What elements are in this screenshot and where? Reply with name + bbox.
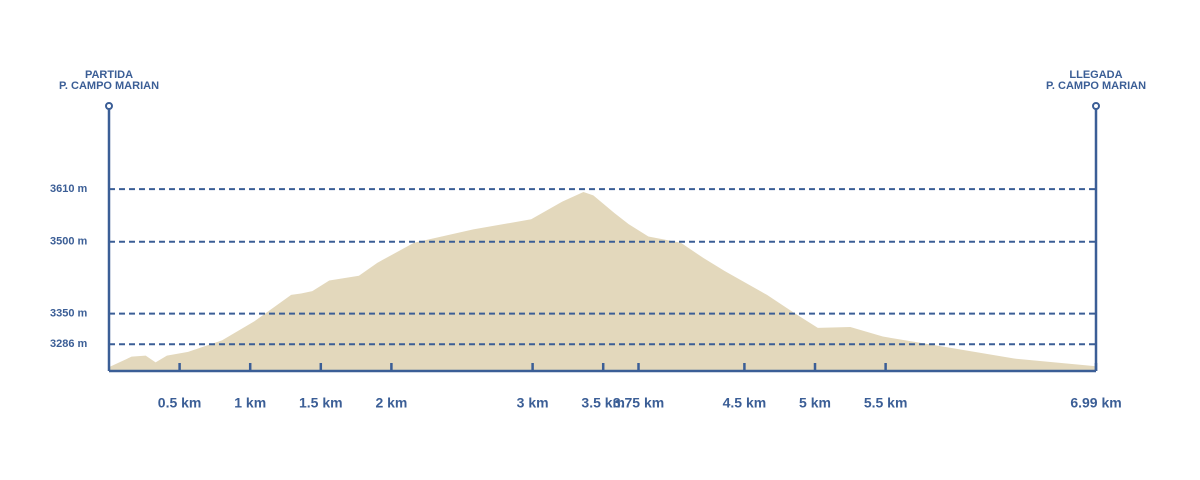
x-tick-label: 3 km — [517, 395, 549, 411]
x-tick-label: 1.5 km — [299, 395, 343, 411]
x-tick-label: 3.75 km — [613, 395, 664, 411]
endpoint-label: LLEGADA — [1069, 69, 1122, 81]
x-tick-label: 0.5 km — [158, 395, 202, 411]
end-marker — [1092, 102, 1100, 110]
y-tick-label: 3286 m — [50, 338, 88, 350]
x-tick-label: 4.5 km — [723, 395, 767, 411]
endpoint-label: PARTIDA — [85, 69, 133, 81]
endpoint-label: P. CAMPO MARIAN — [59, 80, 159, 92]
x-tick-label: 6.99 km — [1070, 395, 1121, 411]
x-tick-label: 5 km — [799, 395, 831, 411]
y-tick-label: 3500 m — [50, 236, 88, 248]
elevation-area — [109, 192, 1096, 371]
y-tick-label: 3610 m — [50, 183, 88, 195]
x-tick-label: 2 km — [375, 395, 407, 411]
x-tick-label: 1 km — [234, 395, 266, 411]
start-marker — [105, 102, 113, 110]
x-tick-label: 5.5 km — [864, 395, 908, 411]
endpoint-label: P. CAMPO MARIAN — [1046, 80, 1146, 92]
y-tick-label: 3350 m — [50, 307, 88, 319]
x-tick-label: 3.5 km — [581, 395, 625, 411]
